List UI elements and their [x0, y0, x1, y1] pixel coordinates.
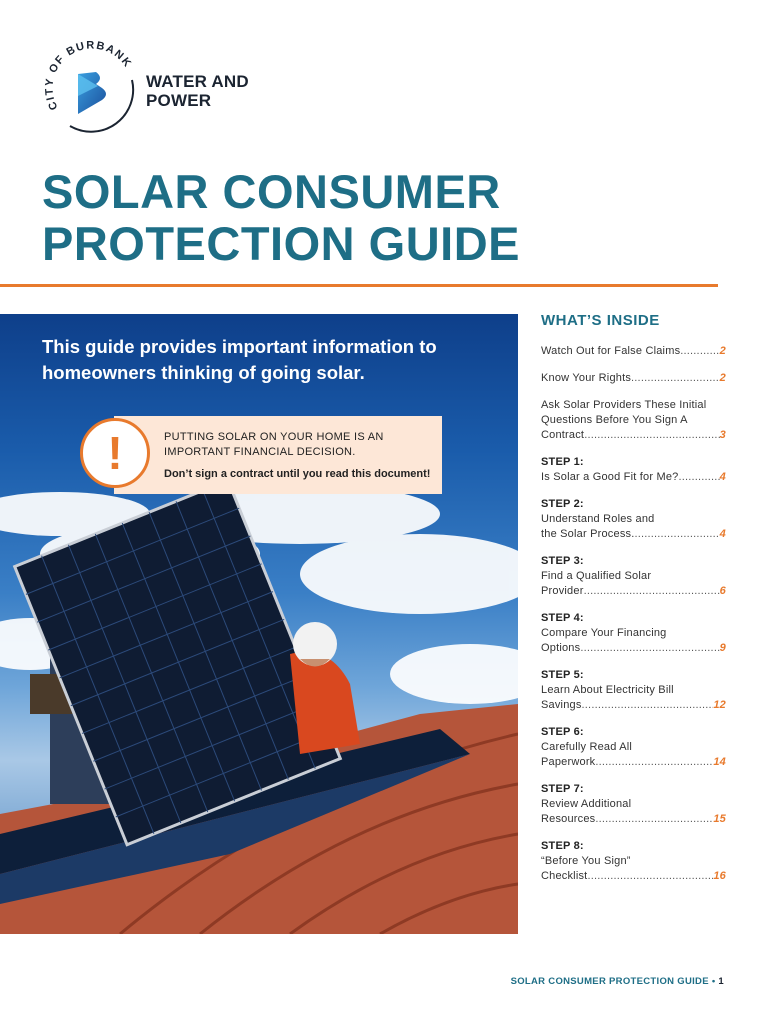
exclamation-icon: !	[80, 418, 150, 488]
title-line2: PROTECTION GUIDE	[42, 217, 521, 270]
toc-item-title: Checklist	[541, 870, 588, 882]
toc-item[interactable]: STEP 7: Review Additional Resources 15	[541, 782, 726, 827]
org-name-line1: WATER AND	[146, 72, 249, 91]
toc-heading: WHAT’S INSIDE	[541, 312, 660, 329]
title-line1: SOLAR CONSUMER	[42, 165, 501, 218]
toc-page-number: 2	[719, 345, 726, 357]
toc-item-text: Find a Qualified Solar	[541, 570, 652, 582]
toc-page-number: 3	[719, 429, 726, 441]
toc-item-title: Contract	[541, 429, 585, 441]
toc-item-text: Ask Solar Providers These Initial Questi…	[541, 399, 707, 426]
toc-leader-dots	[634, 527, 719, 542]
org-name: WATER AND POWER	[146, 72, 249, 110]
toc-item-title: Resources	[541, 813, 596, 825]
page-footer: SOLAR CONSUMER PROTECTION GUIDE • 1	[511, 976, 724, 987]
toc-item[interactable]: Know Your Rights 2	[541, 371, 726, 386]
toc-item[interactable]: Watch Out for False Claims 2	[541, 344, 726, 359]
toc-leader-dots	[582, 698, 714, 713]
toc-step-label: STEP 1:	[541, 456, 584, 468]
toc-leader-dots	[680, 344, 719, 359]
toc-item[interactable]: STEP 1: Is Solar a Good Fit for Me? 4	[541, 455, 726, 485]
warning-callout: PUTTING SOLAR ON YOUR HOME IS AN IMPORTA…	[114, 416, 442, 494]
toc-item-title: Provider	[541, 585, 584, 597]
toc-item-title: Know Your Rights	[541, 372, 632, 384]
toc-step-label: STEP 5:	[541, 669, 584, 681]
toc-leader-dots	[595, 755, 713, 770]
toc-item[interactable]: STEP 6: Carefully Read All Paperwork 14	[541, 725, 726, 770]
toc-item-title: Watch Out for False Claims	[541, 345, 681, 357]
footer-label: SOLAR CONSUMER PROTECTION GUIDE	[510, 976, 709, 987]
toc-item[interactable]: STEP 3: Find a Qualified Solar Provider 6	[541, 554, 726, 599]
solar-installer-illustration	[0, 478, 518, 934]
toc-item-text: Compare Your Financing	[541, 627, 667, 639]
toc-item-title: Paperwork	[541, 756, 596, 768]
toc-page-number: 4	[719, 471, 726, 483]
burbank-water-power-logo: CITY OF BURBANK WATER AND POWER	[40, 38, 260, 138]
toc-item-text: Learn About Electricity Bill	[541, 684, 674, 696]
toc-page-number: 16	[713, 870, 726, 882]
toc-page-number: 14	[713, 756, 726, 768]
toc-leader-dots	[678, 470, 719, 485]
toc-item-title: the Solar Process.	[541, 528, 635, 540]
toc-step-label: STEP 8:	[541, 840, 584, 852]
toc-step-label: STEP 6:	[541, 726, 584, 738]
toc-leader-dots	[631, 371, 720, 386]
toc-item-title: Options	[541, 642, 581, 654]
toc-leader-dots	[587, 869, 713, 884]
toc-leader-dots	[584, 428, 719, 443]
page-title: SOLAR CONSUMER PROTECTION GUIDE	[42, 166, 662, 270]
toc-leader-dots	[584, 584, 720, 599]
toc-leader-dots	[580, 641, 719, 656]
toc-item[interactable]: STEP 8: “Before You Sign” Checklist 16	[541, 839, 726, 884]
toc-page-number: 4	[719, 528, 726, 540]
toc-item-text: Review Additional	[541, 798, 632, 810]
hero-image: This guide provides important informatio…	[0, 314, 518, 934]
toc-step-label: STEP 4:	[541, 612, 584, 624]
toc-leader-dots	[595, 812, 713, 827]
toc-page-number: 2	[719, 372, 726, 384]
callout-body: Don’t sign a contract until you read thi…	[164, 468, 431, 480]
toc-item-text: Understand Roles and	[541, 513, 655, 525]
toc-page-number: 12	[713, 699, 726, 711]
page-number: 1	[718, 976, 724, 987]
hero-intro-text: This guide provides important informatio…	[42, 336, 437, 383]
city-seal-icon: CITY OF BURBANK	[43, 39, 135, 133]
toc-item[interactable]: STEP 2: Understand Roles and the Solar Pro…	[541, 497, 726, 542]
toc-step-label: STEP 2:	[541, 498, 584, 510]
title-divider	[0, 284, 718, 287]
toc-item[interactable]: STEP 5: Learn About Electricity Bill Savin…	[541, 668, 726, 713]
toc-item[interactable]: STEP 4: Compare Your Financing Options 9	[541, 611, 726, 656]
toc-page-number: 6	[719, 585, 726, 597]
table-of-contents: Watch Out for False Claims2Know Your Rig…	[541, 344, 726, 896]
toc-step-label: STEP 7:	[541, 783, 584, 795]
toc-item-text: “Before You Sign”	[541, 855, 631, 867]
toc-item-text: Carefully Read All	[541, 741, 633, 753]
footer-separator: •	[711, 976, 716, 987]
org-name-line2: POWER	[146, 91, 212, 110]
toc-item-title: Is Solar a Good Fit for Me?	[541, 471, 679, 483]
toc-page-number: 15	[713, 813, 726, 825]
toc-step-label: STEP 3:	[541, 555, 584, 567]
callout-heading: PUTTING SOLAR ON YOUR HOME IS AN IMPORTA…	[164, 431, 384, 458]
toc-item[interactable]: Ask Solar Providers These Initial Questi…	[541, 398, 726, 443]
toc-item-title: Savings	[541, 699, 582, 711]
toc-page-number: 9	[719, 642, 726, 654]
